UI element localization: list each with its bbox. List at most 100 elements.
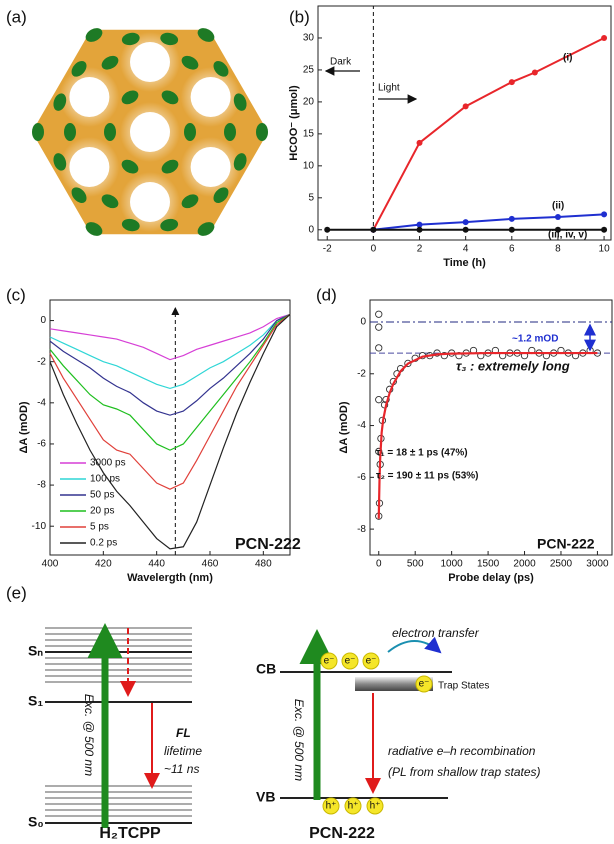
y-tick-label: -2 — [37, 356, 46, 367]
y-tick-label: 0 — [308, 224, 314, 235]
legend-label: 20 ps — [90, 506, 114, 517]
fit-line — [379, 353, 598, 519]
y-axis-label: ΔA (mOD) — [18, 401, 30, 453]
y-axis-label: HCOO⁻ (μmol) — [288, 85, 300, 161]
y-tick-label: 30 — [303, 33, 315, 44]
fl-label: lifetime — [164, 744, 202, 758]
cluster — [184, 123, 196, 141]
x-tick-label: 1000 — [441, 559, 464, 570]
y-tick-label: 0 — [360, 317, 366, 328]
panel-label: (b) — [289, 7, 310, 26]
pore — [130, 42, 170, 82]
legend-label: 5 ps — [90, 522, 109, 533]
series-label: (i) — [563, 53, 572, 64]
pore — [69, 147, 109, 187]
cluster — [32, 123, 44, 141]
cluster — [104, 123, 116, 141]
marker — [417, 140, 423, 146]
fl-label: ~11 ns — [164, 762, 199, 776]
panel-label: (c) — [6, 285, 26, 304]
series-line — [50, 314, 290, 359]
pore — [191, 147, 231, 187]
x-tick-label: 1500 — [477, 559, 500, 570]
transfer-label: electron transfer — [392, 626, 480, 640]
y-tick-label: 0 — [40, 315, 46, 326]
marker — [601, 211, 607, 217]
x-tick-label: 480 — [255, 559, 272, 570]
marker — [370, 227, 376, 233]
x-tick-label: 400 — [42, 559, 59, 570]
annotation: Light — [378, 83, 400, 94]
cluster — [64, 123, 76, 141]
marker — [463, 219, 469, 225]
marker — [601, 35, 607, 41]
plot-frame — [318, 6, 611, 240]
pore — [191, 77, 231, 117]
level-label: S₁ — [28, 693, 43, 709]
annotation: τ₂ = 190 ± 11 ps (53%) — [376, 471, 479, 482]
y-tick-label: 10 — [303, 160, 315, 171]
excitation-label: Exc. @ 500 nm — [292, 699, 306, 781]
x-axis-label: Time (h) — [443, 257, 486, 269]
series-line — [373, 38, 604, 230]
data-point — [376, 396, 382, 402]
marker — [601, 227, 607, 233]
hole: h⁺ — [326, 801, 337, 812]
series-label: (iii, iv, v) — [548, 230, 587, 241]
legend-label: 50 ps — [90, 490, 114, 501]
marker — [555, 214, 561, 220]
annotation: τ₃ : extremely long — [456, 358, 570, 373]
pore — [130, 112, 170, 152]
trap-label: Trap States — [438, 681, 489, 692]
marker — [509, 227, 515, 233]
y-tick-label: 20 — [303, 97, 315, 108]
marker — [509, 216, 515, 222]
x-tick-label: 0 — [376, 559, 382, 570]
y-tick-label: -2 — [357, 368, 366, 379]
x-tick-label: 10 — [599, 244, 611, 255]
figure: (a) (b) (c) (d) (e) Sₙ S₁ S₀ Exc. @ 500 … — [0, 0, 614, 844]
transfer-arrow — [388, 641, 440, 652]
excitation-label: Exc. @ 500 nm — [82, 694, 96, 776]
x-tick-label: 460 — [202, 559, 219, 570]
hole: h⁺ — [370, 801, 381, 812]
fl-label: FL — [176, 726, 191, 740]
y-tick-label: -4 — [37, 397, 46, 408]
panel-label: (a) — [6, 7, 27, 26]
y-tick-label: -8 — [357, 524, 366, 535]
marker — [324, 227, 330, 233]
annotation: τ₁ = 18 ± 1 ps (47%) — [376, 448, 468, 459]
annotation: Dark — [330, 57, 352, 68]
panel-label: (e) — [6, 583, 27, 602]
diagram-title: H₂TCPP — [99, 825, 161, 842]
diagram-title: PCN-222 — [309, 825, 375, 842]
annotation: PCN-222 — [537, 536, 595, 552]
y-tick-label: -4 — [357, 420, 366, 431]
electron: e⁻ — [324, 656, 335, 667]
x-tick-label: 2 — [417, 244, 423, 255]
x-tick-label: -2 — [323, 244, 332, 255]
x-tick-label: 2000 — [513, 559, 536, 570]
annotation: ~1.2 mOD — [512, 334, 558, 345]
marker — [532, 69, 538, 75]
series-label: (ii) — [552, 201, 564, 212]
legend-label: 0.2 ps — [90, 538, 117, 549]
y-tick-label: -6 — [37, 439, 46, 450]
data-point — [376, 311, 382, 317]
y-tick-label: -8 — [37, 480, 46, 491]
marker — [417, 227, 423, 233]
electron: e⁻ — [366, 656, 377, 667]
x-axis-label: Wavelergth (nm) — [127, 572, 213, 584]
x-tick-label: 3000 — [586, 559, 609, 570]
panel-label: (d) — [316, 285, 337, 304]
marker — [463, 227, 469, 233]
energy-diagram-left — [45, 628, 192, 823]
x-tick-label: 0 — [371, 244, 377, 255]
annotation: PCN-222 — [235, 536, 301, 553]
data-point — [376, 345, 382, 351]
level-label: Sₙ — [28, 643, 43, 659]
level-label: S₀ — [28, 814, 44, 830]
y-axis-label: ΔA (mOD) — [338, 401, 350, 453]
x-tick-label: 8 — [555, 244, 561, 255]
hole: h⁺ — [348, 801, 359, 812]
